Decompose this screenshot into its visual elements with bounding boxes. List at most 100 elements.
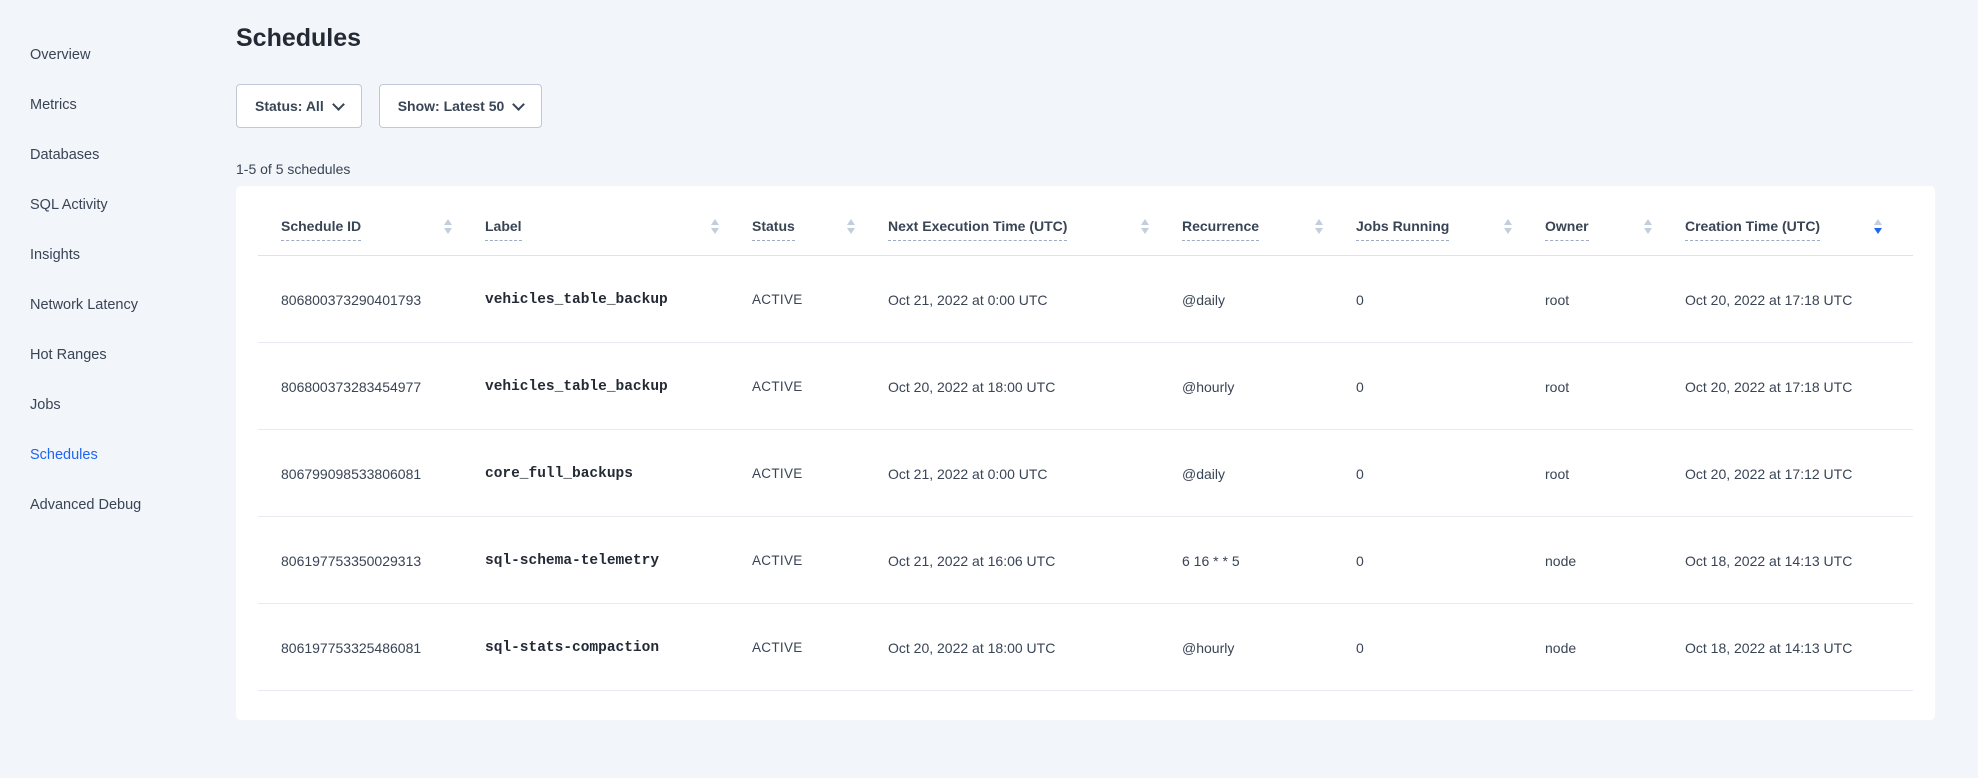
sort-asc-triangle-icon [1141, 219, 1149, 225]
column-header-label[interactable]: Jobs Running [1356, 218, 1450, 241]
column-header-jobs-running[interactable]: Jobs Running [1356, 186, 1545, 256]
sidebar-item-label: Advanced Debug [30, 497, 142, 513]
sidebar-item-label: Databases [30, 147, 100, 163]
column-header-schedule-id[interactable]: Schedule ID [281, 186, 485, 256]
sort-asc-triangle-icon [1315, 219, 1323, 225]
schedule-id-cell: 806799098533806081 [281, 465, 422, 482]
jobs-running-cell: 0 [1356, 291, 1364, 308]
sort-asc-triangle-icon [444, 219, 452, 225]
sidebar-item-schedules[interactable]: Schedules [30, 430, 236, 480]
owner-cell: node [1545, 639, 1577, 656]
status-cell: ACTIVE [752, 553, 803, 568]
sidebar-item-label: SQL Activity [30, 197, 108, 213]
sidebar-item-overview[interactable]: Overview [30, 30, 236, 80]
column-header-label[interactable]: Status [752, 218, 795, 241]
creation-time-cell: Oct 20, 2022 at 17:12 UTC [1685, 465, 1853, 482]
recurrence-cell: 6 16 * * 5 [1182, 552, 1240, 569]
creation-time-cell: Oct 18, 2022 at 14:13 UTC [1685, 639, 1853, 656]
sort-icon[interactable] [444, 219, 452, 234]
sidebar-item-hot-ranges[interactable]: Hot Ranges [30, 330, 236, 380]
chevron-down-icon [331, 97, 345, 111]
owner-cell: root [1545, 291, 1570, 308]
sort-asc-triangle-icon [711, 219, 719, 225]
sort-desc-triangle-icon [1644, 228, 1652, 234]
table-row: 806800373290401793 vehicles_table_backup… [236, 256, 1935, 343]
jobs-running-cell: 0 [1356, 639, 1364, 656]
column-header-label[interactable]: Label [485, 218, 522, 241]
table-row: 806799098533806081 core_full_backups ACT… [236, 430, 1935, 517]
schedules-table-card: Schedule ID Label Status Next Execution … [236, 186, 1935, 720]
sidebar-item-jobs[interactable]: Jobs [30, 380, 236, 430]
sidebar-item-metrics[interactable]: Metrics [30, 80, 236, 130]
column-header-label[interactable]: Recurrence [1182, 218, 1260, 241]
schedule-id-cell: 806197753350029313 [281, 552, 422, 569]
sidebar-item-network-latency[interactable]: Network Latency [30, 280, 236, 330]
table-row: 806197753350029313 sql-schema-telemetry … [236, 517, 1935, 604]
table-row: 806800373283454977 vehicles_table_backup… [236, 343, 1935, 430]
recurrence-cell: @hourly [1182, 378, 1235, 395]
sort-desc-triangle-icon [1315, 228, 1323, 234]
sidebar-item-label: Insights [30, 247, 80, 263]
sort-icon[interactable] [711, 219, 719, 234]
jobs-running-cell: 0 [1356, 552, 1364, 569]
recurrence-cell: @hourly [1182, 639, 1235, 656]
chevron-down-icon [512, 97, 526, 111]
sidebar-item-label: Overview [30, 47, 91, 63]
sort-desc-triangle-icon [847, 228, 855, 234]
column-header-owner[interactable]: Owner [1545, 186, 1685, 256]
sort-icon[interactable] [847, 219, 855, 234]
sort-icon[interactable] [1504, 219, 1512, 234]
schedule-label-cell: vehicles_table_backup [485, 291, 668, 308]
column-header-label[interactable]: Schedule ID [281, 218, 362, 241]
sidebar-item-databases[interactable]: Databases [30, 130, 236, 180]
page-title: Schedules [236, 24, 362, 52]
column-header-creation-time-utc[interactable]: Creation Time (UTC) [1685, 186, 1915, 256]
sort-icon[interactable] [1644, 219, 1652, 234]
sidebar-nav: Overview Metrics Databases SQL Activity … [0, 0, 236, 778]
jobs-running-cell: 0 [1356, 378, 1364, 395]
column-header-recurrence[interactable]: Recurrence [1182, 186, 1356, 256]
next-execution-cell: Oct 20, 2022 at 18:00 UTC [888, 378, 1056, 395]
sort-icon[interactable] [1874, 219, 1882, 234]
sort-asc-triangle-icon [1874, 219, 1882, 225]
sort-asc-triangle-icon [847, 219, 855, 225]
recurrence-cell: @daily [1182, 291, 1226, 308]
table-body: 806800373290401793 vehicles_table_backup… [236, 256, 1935, 691]
column-header-label[interactable]: Creation Time (UTC) [1685, 218, 1821, 241]
status-filter-label: Status: All [255, 98, 324, 114]
column-header-status[interactable]: Status [752, 186, 888, 256]
sort-desc-triangle-icon [711, 228, 719, 234]
sidebar-item-insights[interactable]: Insights [30, 230, 236, 280]
status-filter-dropdown[interactable]: Status: All [236, 84, 362, 128]
sidebar-item-sql-activity[interactable]: SQL Activity [30, 180, 236, 230]
column-header-label[interactable]: Next Execution Time (UTC) [888, 218, 1068, 241]
status-cell: ACTIVE [752, 466, 803, 481]
creation-time-cell: Oct 20, 2022 at 17:18 UTC [1685, 378, 1853, 395]
schedule-id-cell: 806197753325486081 [281, 639, 422, 656]
filter-bar: Status: All Show: Latest 50 [236, 84, 1935, 128]
column-header-label[interactable]: Owner [1545, 218, 1589, 241]
sidebar-item-label: Network Latency [30, 297, 138, 313]
schedule-label-cell: core_full_backups [485, 465, 633, 482]
owner-cell: node [1545, 552, 1577, 569]
show-filter-label: Show: Latest 50 [397, 98, 505, 114]
schedule-label-cell: sql-schema-telemetry [485, 552, 660, 569]
table-row: 806197753325486081 sql-stats-compaction … [236, 604, 1935, 691]
recurrence-cell: @daily [1182, 465, 1226, 482]
jobs-running-cell: 0 [1356, 465, 1364, 482]
sidebar-item-label: Schedules [30, 447, 98, 463]
sort-icon[interactable] [1141, 219, 1149, 234]
sort-icon[interactable] [1315, 219, 1323, 234]
sidebar-item-label: Hot Ranges [30, 347, 107, 363]
creation-time-cell: Oct 20, 2022 at 17:18 UTC [1685, 291, 1853, 308]
sort-desc-triangle-icon [1504, 228, 1512, 234]
sidebar-item-advanced-debug[interactable]: Advanced Debug [30, 480, 236, 530]
column-header-next-execution-time-utc[interactable]: Next Execution Time (UTC) [888, 186, 1182, 256]
sidebar-item-label: Metrics [30, 97, 77, 113]
column-header-label[interactable]: Label [485, 186, 752, 256]
next-execution-cell: Oct 21, 2022 at 0:00 UTC [888, 465, 1048, 482]
owner-cell: root [1545, 465, 1570, 482]
sort-desc-triangle-icon [1141, 228, 1149, 234]
show-filter-dropdown[interactable]: Show: Latest 50 [378, 84, 543, 128]
